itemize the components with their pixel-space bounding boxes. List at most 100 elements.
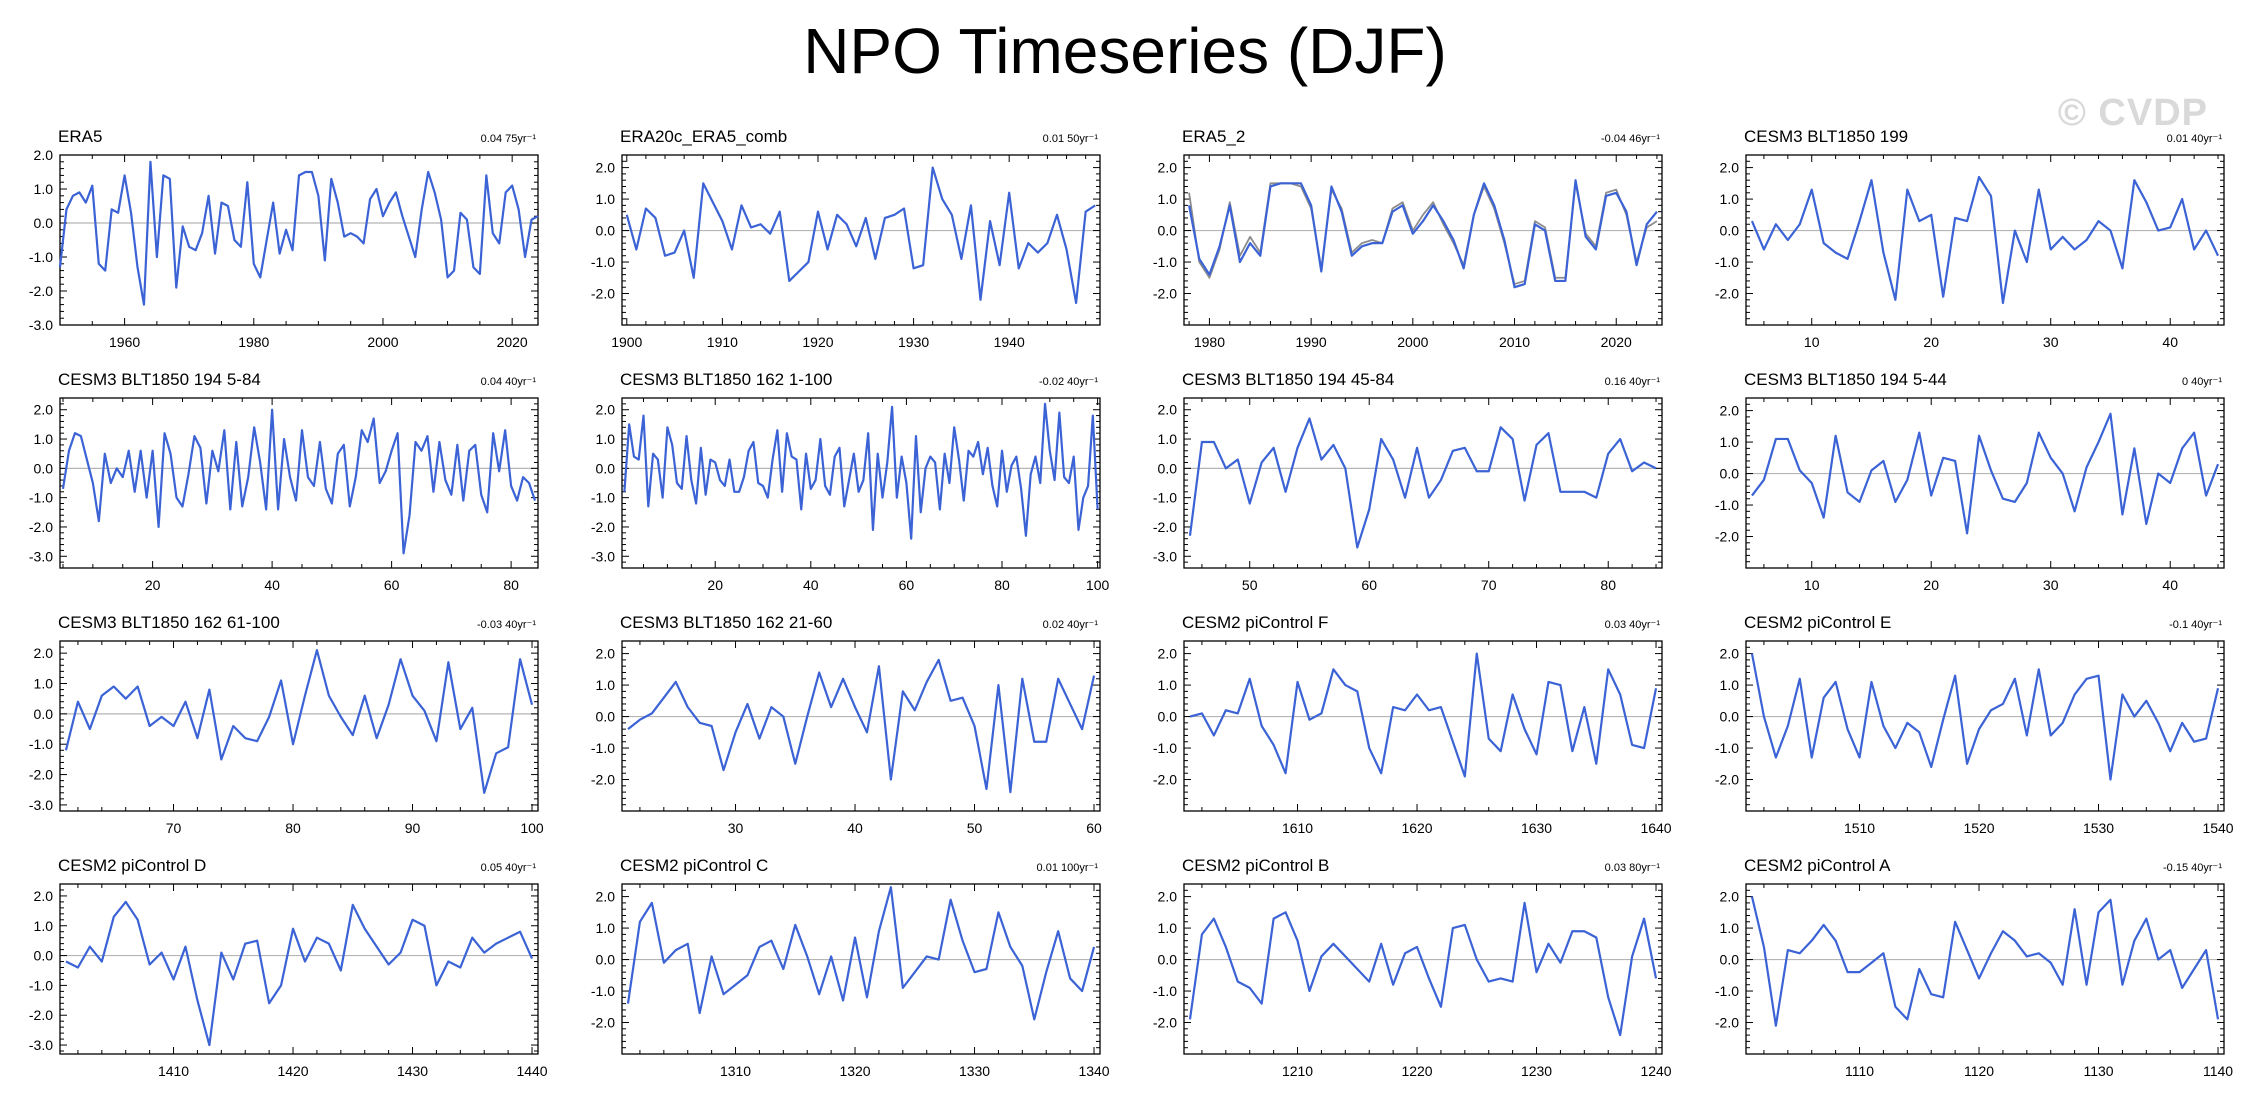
y-tick-label: 1.0 [596, 920, 616, 936]
y-tick-label: -1.0 [1153, 740, 1177, 756]
x-tick-label: 80 [994, 577, 1010, 593]
panel-title: CESM2 piControl F [1182, 613, 1328, 632]
x-tick-label: 1230 [1521, 1063, 1552, 1079]
y-tick-label: -2.0 [29, 767, 53, 783]
series-line [1750, 175, 2220, 305]
panel-trend-label: -0.03 40yr⁻¹ [477, 619, 536, 631]
y-tick-label: 0.0 [596, 460, 616, 476]
y-tick-label: 2.0 [596, 646, 616, 662]
series-line [623, 402, 1099, 540]
x-tick-label: 10 [1804, 577, 1820, 593]
y-tick-label: -1.0 [1153, 254, 1177, 270]
y-tick-label: 1.0 [596, 191, 616, 207]
series-line [65, 900, 534, 1047]
x-tick-label: 1960 [109, 334, 140, 350]
y-tick-label: 2.0 [596, 160, 616, 176]
x-tick-label: 60 [1361, 577, 1377, 593]
page-title: NPO Timeseries (DJF) [803, 15, 1447, 87]
series-line [1189, 652, 1658, 778]
panel-trend-label: 0.05 40yr⁻¹ [481, 862, 537, 874]
plot-frame [621, 883, 1101, 1055]
y-tick-label: -2.0 [591, 772, 615, 788]
y-tick-label: 1.0 [596, 431, 616, 447]
plot-frame [59, 883, 539, 1055]
x-tick-label: 80 [503, 577, 519, 593]
x-tick-label: 90 [405, 820, 421, 836]
panel-title: CESM3 BLT1850 162 1-100 [620, 370, 832, 389]
panel-title: CESM3 BLT1850 162 21-60 [620, 613, 832, 632]
panel-title: CESM2 piControl B [1182, 856, 1329, 875]
x-tick-label: 1610 [1282, 820, 1313, 836]
x-tick-label: 80 [285, 820, 301, 836]
panel-title: CESM3 BLT1850 194 5-44 [1744, 370, 1947, 389]
y-tick-label: 0.0 [1720, 952, 1740, 968]
panel-trend-label: 0.04 75yr⁻¹ [481, 133, 537, 145]
x-tick-label: 1630 [1521, 820, 1552, 836]
panel-title: CESM2 piControl D [58, 856, 206, 875]
panel-title: ERA5_2 [1182, 127, 1245, 146]
x-tick-label: 1520 [1963, 820, 1994, 836]
chart-panel: ERA5 0.04 75yr⁻¹ -3.0 -2.0 -1.0 0.0 1.0 2.0 1960… [29, 127, 539, 350]
y-tick-label: 2.0 [34, 888, 54, 904]
panel-trend-label: 0.03 40yr⁻¹ [1605, 619, 1661, 631]
plot-frame [59, 154, 539, 326]
y-tick-label: -1.0 [1715, 740, 1739, 756]
x-tick-label: 1120 [1964, 1063, 1994, 1079]
series-line [1750, 653, 2220, 781]
x-tick-label: 20 [1923, 577, 1939, 593]
x-tick-label: 1220 [1401, 1063, 1432, 1079]
x-tick-label: 1920 [802, 334, 833, 350]
x-tick-label: 1930 [898, 334, 929, 350]
panel-trend-label: -0.04 46yr⁻¹ [1601, 133, 1660, 145]
x-tick-label: 40 [264, 577, 280, 593]
x-tick-label: 60 [1086, 820, 1102, 836]
series-line [1751, 412, 2220, 535]
y-tick-label: 1.0 [34, 676, 54, 692]
series-line [627, 658, 1096, 794]
panel-trend-label: 0.04 40yr⁻¹ [481, 376, 537, 388]
y-tick-label: 0.0 [34, 706, 54, 722]
chart-panel: CESM2 piControl D 0.05 40yr⁻¹ -3.0 -2.0 -1.0… [29, 856, 548, 1079]
series-line [626, 886, 1096, 1021]
y-tick-label: 2.0 [1158, 402, 1178, 418]
panel-title: CESM3 BLT1850 162 61-100 [58, 613, 280, 632]
chart-panel: CESM3 BLT1850 194 5-84 0.04 40yr⁻¹ -3.0 -2.… [29, 370, 539, 593]
chart-panel: CESM3 BLT1850 199 0.01 40yr⁻¹ -2.0 -1.0 0.0 1… [1715, 127, 2225, 350]
x-tick-label: 1620 [1401, 820, 1432, 836]
y-tick-label: 2.0 [1720, 646, 1740, 662]
chart-panel: CESM3 BLT1850 162 1-100 -0.02 40yr⁻¹ -3.0 -… [591, 370, 1110, 593]
x-tick-label: 2020 [497, 334, 528, 350]
y-tick-label: 0.0 [34, 460, 54, 476]
x-tick-label: 1140 [2203, 1063, 2233, 1079]
panel-title: ERA20c_ERA5_comb [620, 127, 787, 146]
y-tick-label: -2.0 [1153, 1015, 1177, 1031]
x-tick-label: 50 [1242, 577, 1258, 593]
panel-trend-label: 0.02 40yr⁻¹ [1043, 619, 1099, 631]
plot-frame [621, 397, 1101, 569]
plot-frame [59, 640, 539, 812]
x-tick-label: 1240 [1640, 1063, 1671, 1079]
x-tick-label: 1130 [2083, 1063, 2113, 1079]
y-tick-label: 1.0 [1720, 191, 1740, 207]
y-tick-label: 2.0 [1158, 889, 1178, 905]
x-tick-label: 1310 [720, 1063, 751, 1079]
x-tick-label: 1330 [959, 1063, 990, 1079]
panel-trend-label: -0.15 40yr⁻¹ [2163, 862, 2222, 874]
plot-frame [1745, 883, 2225, 1055]
y-tick-label: 2.0 [1158, 646, 1178, 662]
x-tick-label: 2020 [1601, 334, 1632, 350]
y-tick-label: 1.0 [1720, 677, 1740, 693]
y-tick-label: 2.0 [34, 147, 54, 163]
series-line [1188, 179, 1658, 289]
y-tick-label: -1.0 [591, 490, 615, 506]
panel-title: CESM2 piControl C [620, 856, 768, 875]
series-line [625, 166, 1096, 305]
x-tick-label: 40 [2162, 334, 2178, 350]
y-tick-label: -2.0 [1715, 772, 1739, 788]
x-tick-label: 30 [2043, 577, 2059, 593]
series-line [61, 408, 537, 555]
x-tick-label: 30 [2043, 334, 2059, 350]
x-tick-label: 10 [1804, 334, 1820, 350]
panel-trend-label: 0.16 40yr⁻¹ [1605, 376, 1661, 388]
